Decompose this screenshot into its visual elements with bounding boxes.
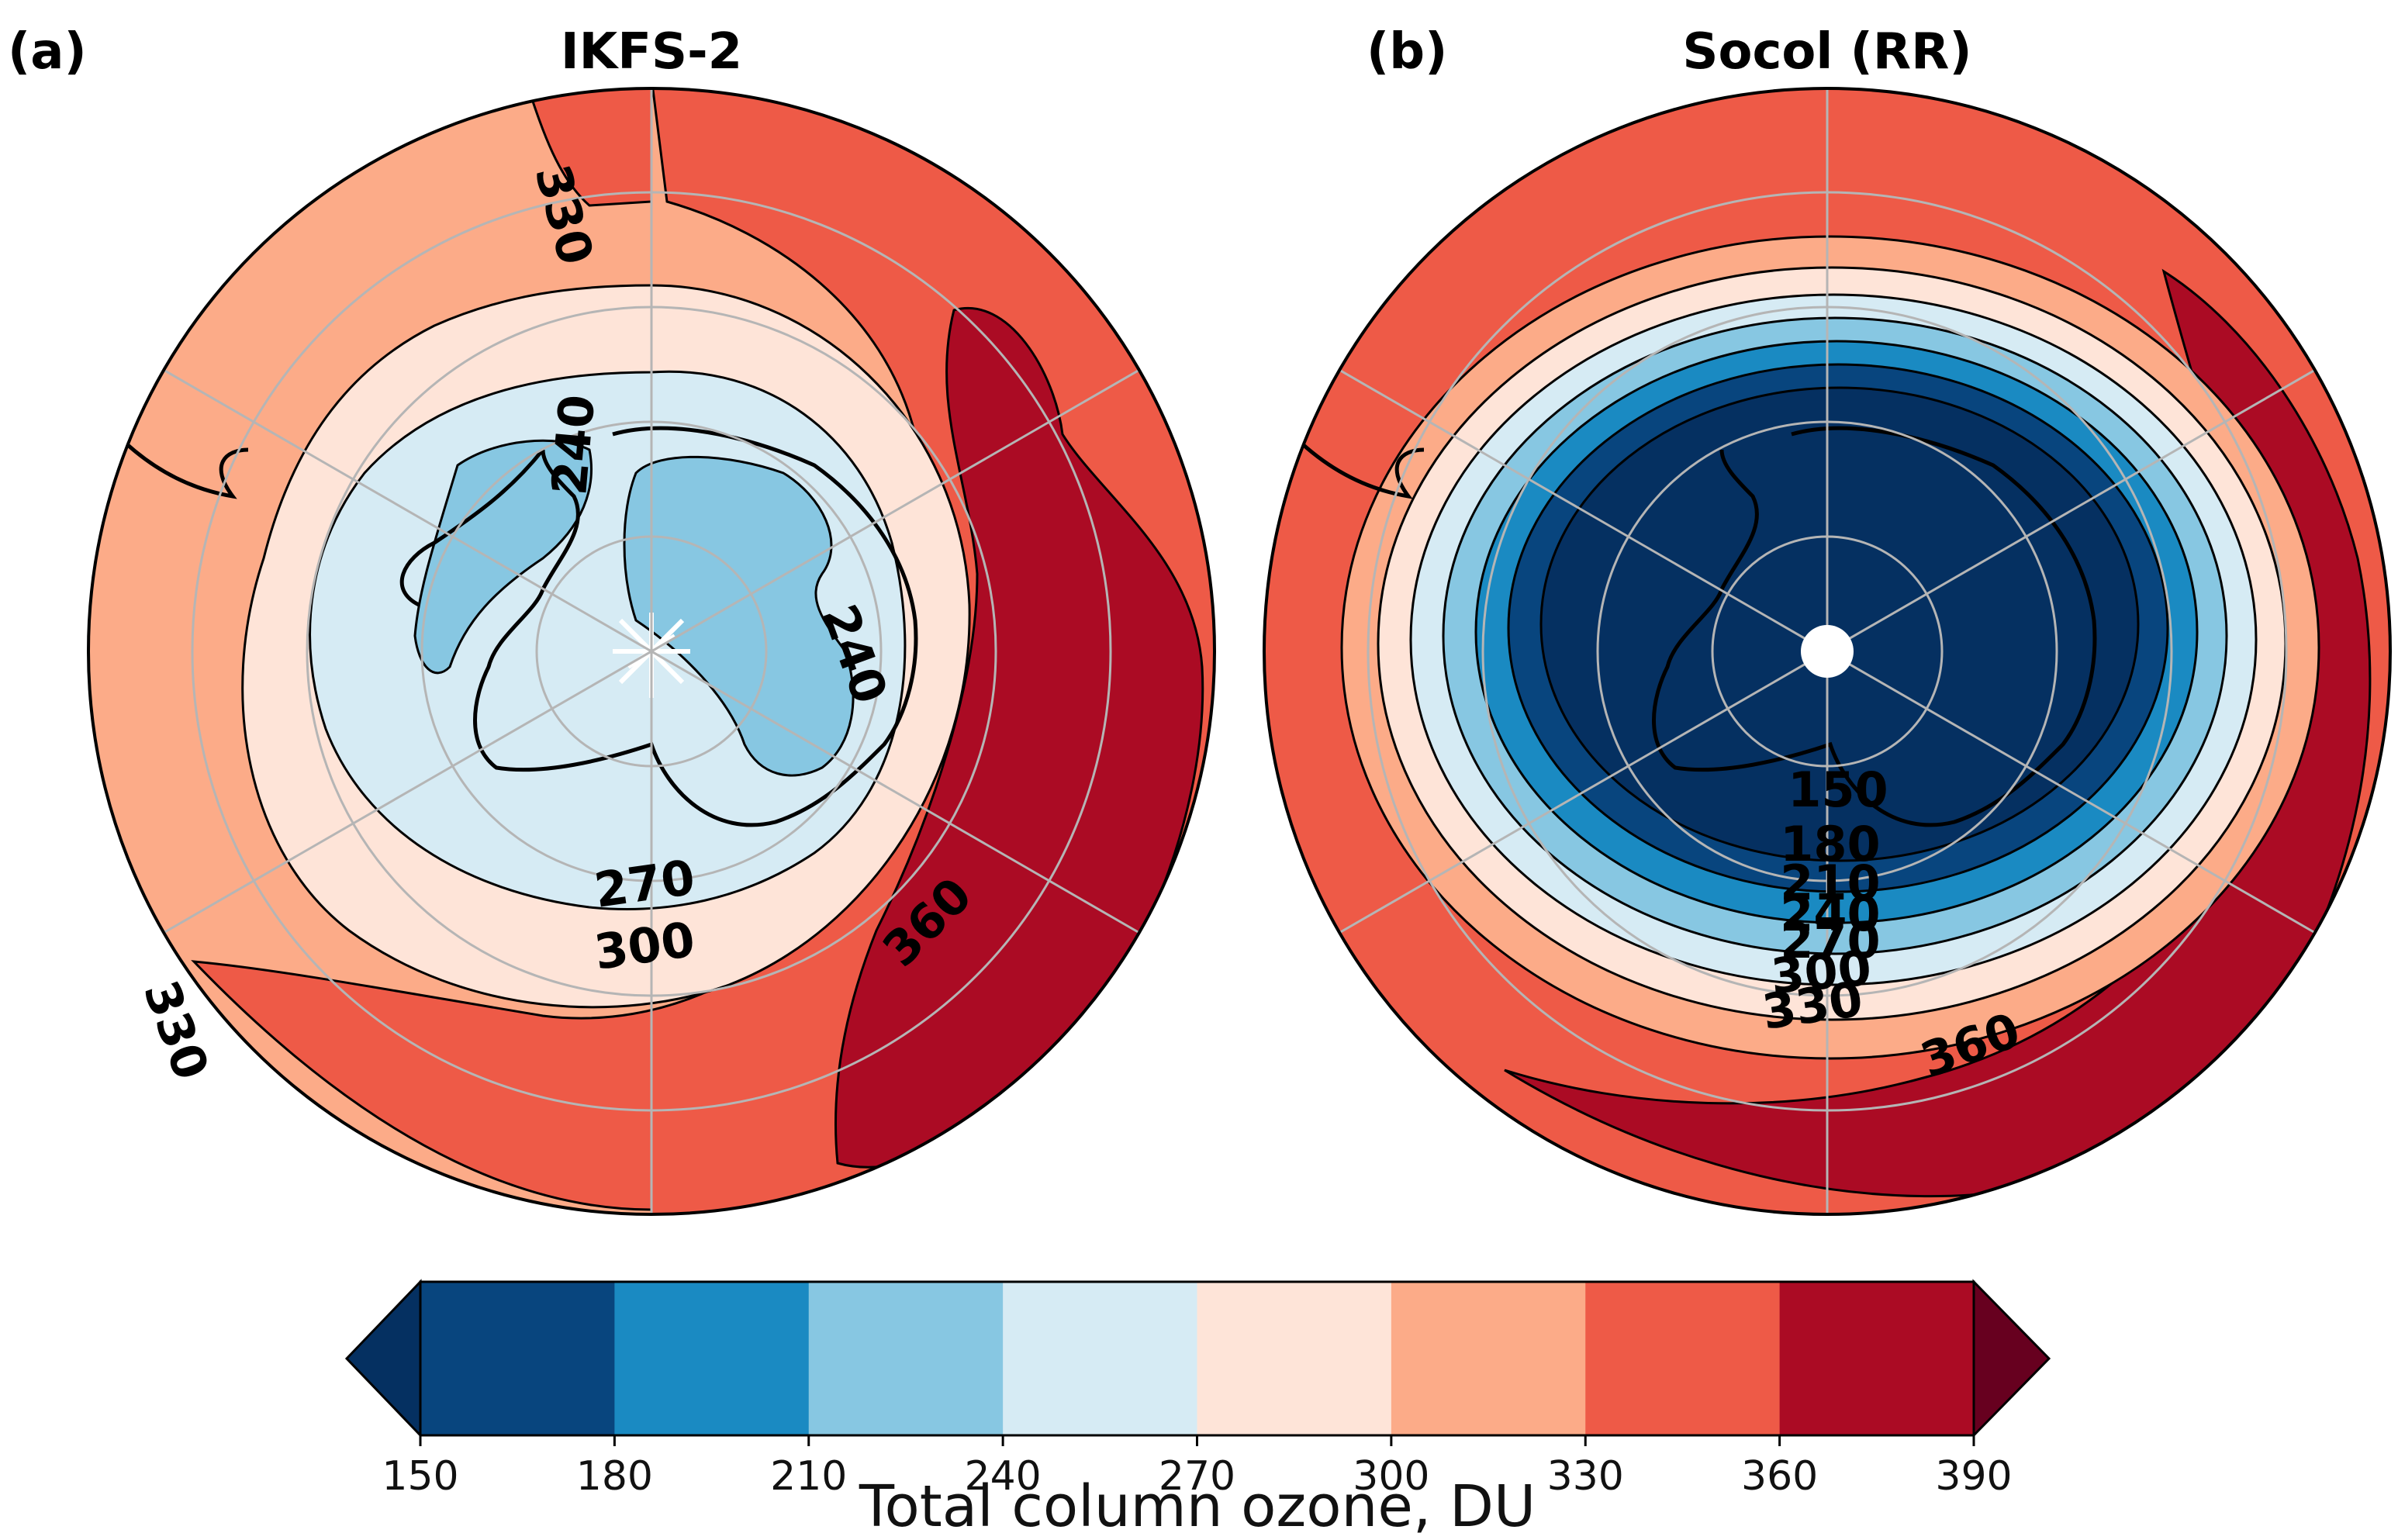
colorbar-cell-210-240	[808, 1282, 1004, 1435]
colorbar-cell-240-270	[1003, 1282, 1197, 1435]
colorbar-cell-180-210	[614, 1282, 810, 1435]
colorbar-tick-label: 180	[576, 1453, 653, 1500]
colorbar-cells	[420, 1282, 1975, 1435]
colorbar-tick-label: 240	[964, 1453, 1041, 1500]
colorbar-cell-330-360	[1585, 1282, 1781, 1435]
colorbar-title: Total column ozone, DU	[859, 1473, 1536, 1540]
colorbar-cell-270-300	[1197, 1282, 1392, 1435]
panel-a-title: IKFS-2	[561, 23, 742, 81]
panel-a-region-210-240-west	[413, 439, 593, 675]
panel-a: (a) IKFS-2	[8, 23, 1216, 1216]
panel-b-label-210: 210	[1780, 855, 1880, 911]
panel-b-pole-cap	[1801, 625, 1854, 678]
colorbar-tick-label: 360	[1741, 1453, 1818, 1500]
panel-b-label-270: 270	[1780, 913, 1880, 969]
panel-b-core-below-150	[1539, 386, 2140, 862]
panel-b-label-330: 330	[1759, 971, 1866, 1041]
panel-a-label-270: 270	[591, 849, 698, 919]
colorbar-tick-label: 210	[770, 1453, 847, 1500]
panel-b-title: Socol (RR)	[1682, 23, 1971, 81]
colorbar-tick-label: 270	[1159, 1453, 1235, 1500]
colorbar: 150 180 210 240 270 300 330 360 390 Total column…	[344, 1279, 2051, 1540]
panel-a-region-210-240-east	[623, 455, 855, 777]
panel-a-graticule	[147, 88, 1156, 1214]
panel-b: (b) Socol (RR)	[1263, 23, 2392, 1216]
panel-a-label-240-west: 240	[541, 392, 606, 497]
panel-b-outline	[1263, 87, 2392, 1216]
panel-b-label-240: 240	[1780, 886, 1880, 942]
panel-b-coastline-south-america	[1291, 433, 1425, 499]
panel-a-outline	[87, 87, 1216, 1216]
panel-a-label-300: 300	[591, 911, 698, 981]
panel-b-label-180: 180	[1780, 816, 1880, 872]
colorbar-under-arrow	[344, 1279, 422, 1438]
colorbar-tick-label: 150	[382, 1453, 458, 1500]
panel-a-coastline-south-america	[115, 433, 249, 499]
colorbar-tick-label: 330	[1547, 1453, 1624, 1500]
colorbar-over-arrow	[1972, 1279, 2051, 1438]
panel-a-label: (a)	[8, 23, 87, 81]
colorbar-tick-label: 390	[1935, 1453, 2012, 1500]
panel-a-arc-330-north	[525, 88, 653, 207]
colorbar-cell-300-330	[1391, 1282, 1586, 1435]
colorbar-cell-360-390	[1779, 1282, 1975, 1435]
colorbar-tick-label: 300	[1353, 1453, 1429, 1500]
colorbar-cell-150-180	[420, 1282, 615, 1435]
panel-b-label-300: 300	[1768, 940, 1873, 1005]
panel-b-map	[1264, 88, 2390, 1214]
panel-a-map	[88, 88, 1215, 1214]
colorbar-ticks: 150 180 210 240 270 300 330 360 390	[382, 1435, 2013, 1500]
panel-b-label-150: 150	[1788, 761, 1888, 818]
panel-b-label: (b)	[1367, 23, 1447, 81]
panel-b-contour-labels: 150 180 210 240 270 300 330 360	[1759, 761, 2027, 1089]
